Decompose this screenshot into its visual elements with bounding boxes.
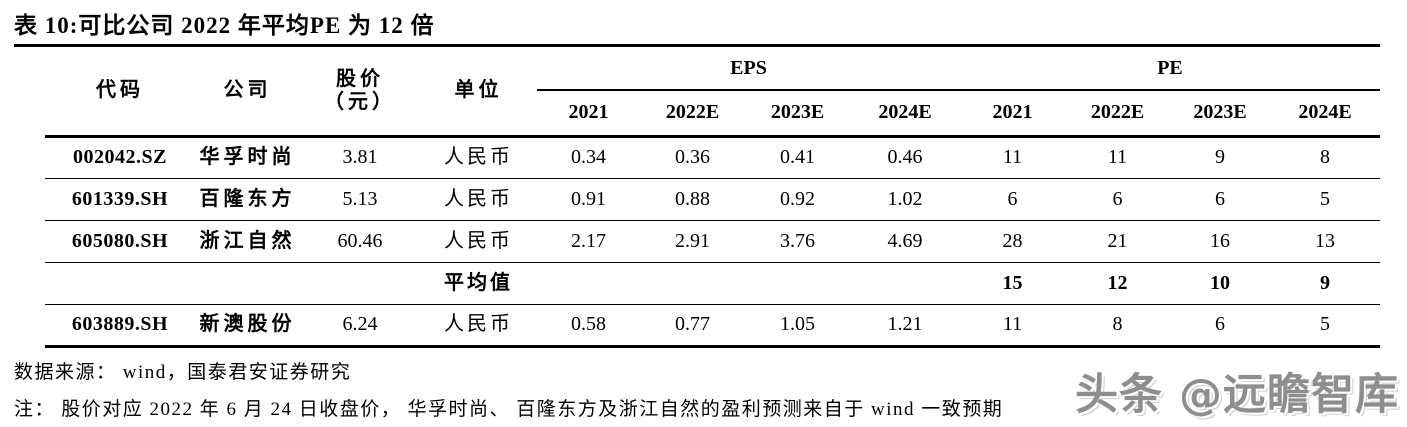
cell-company: 浙江自然 (195, 220, 300, 263)
col-header-company: 公司 (195, 47, 300, 138)
cell-unit: 人民币 (420, 136, 537, 179)
cell-company: 华孚时尚 (195, 136, 300, 179)
cell-eps-2023e: 1.05 (745, 304, 850, 348)
cell-eps-2021: 0.91 (537, 178, 640, 221)
col-header-pe-2022e: 2022E (1065, 90, 1170, 138)
cell-eps-2023e: 0.92 (745, 178, 850, 221)
col-header-price-line1: 股价 (336, 67, 384, 90)
cell-price: 5.13 (300, 178, 420, 221)
col-header-pe-2021: 2021 (960, 90, 1065, 138)
col-header-eps-2024e: 2024E (850, 90, 960, 138)
cell-pe-2024e: 5 (1270, 304, 1380, 348)
watermark: 头条 @远瞻智库 (1075, 370, 1399, 420)
cell-code: 603889.SH (45, 304, 195, 348)
cell-eps-2023e: 0.41 (745, 136, 850, 179)
cell-eps-2024e: 1.21 (850, 304, 960, 348)
cell-pe-2023e: 9 (1170, 136, 1270, 179)
col-header-price: 股价 （元） (300, 47, 420, 138)
cell-price: 6.24 (300, 304, 420, 348)
cell-eps-2022e (640, 262, 745, 305)
cell-pe-2022e: 21 (1065, 220, 1170, 263)
cell-code: 601339.SH (45, 178, 195, 221)
cell-pe-2024e: 9 (1270, 262, 1380, 305)
cell-price: 60.46 (300, 220, 420, 263)
cell-price: 3.81 (300, 136, 420, 179)
col-header-eps-2023e: 2023E (745, 90, 850, 138)
table-header-group-row: 代码 公司 股价 （元） 单位 EPS PE (45, 47, 1380, 138)
table-row-zhejiang: 605080.SH 浙江自然 60.46 人民币 2.17 2.91 3.76 … (45, 220, 1380, 263)
cell-price (300, 262, 420, 305)
cell-pe-2021: 11 (960, 136, 1065, 179)
cell-code (45, 262, 195, 305)
cell-eps-2021: 0.58 (537, 304, 640, 348)
col-header-unit: 单位 (420, 47, 537, 138)
cell-unit: 人民币 (420, 304, 537, 348)
cell-eps-2023e: 3.76 (745, 220, 850, 263)
cell-company: 新澳股份 (195, 304, 300, 348)
cell-pe-2021: 11 (960, 304, 1065, 348)
cell-eps-2022e: 0.88 (640, 178, 745, 221)
cell-pe-2022e: 11 (1065, 136, 1170, 179)
table-header-years-row: 2021 2022E 2023E 2024E 2021 2022E 2023E … (45, 90, 1380, 138)
title-underline-rule (14, 44, 1380, 47)
cell-pe-2023e: 6 (1170, 178, 1270, 221)
table-row-huafu: 002042.SZ 华孚时尚 3.81 人民币 0.34 0.36 0.41 0… (45, 136, 1380, 179)
cell-pe-2023e: 16 (1170, 220, 1270, 263)
cell-unit: 人民币 (420, 220, 537, 263)
cell-pe-2022e: 6 (1065, 178, 1170, 221)
col-header-pe-2023e: 2023E (1170, 90, 1270, 138)
col-header-pe-2024e: 2024E (1270, 90, 1380, 138)
cell-pe-2023e: 10 (1170, 262, 1270, 305)
comparable-companies-table: 代码 公司 股价 （元） 单位 EPS PE 2021 2022E 2023E … (45, 47, 1380, 348)
cell-pe-2024e: 13 (1270, 220, 1380, 263)
cell-eps-2024e: 0.46 (850, 136, 960, 179)
cell-eps-2022e: 0.36 (640, 136, 745, 179)
cell-company (195, 262, 300, 305)
col-header-eps-2022e: 2022E (640, 90, 745, 138)
table-row-average: 平均值 15 12 10 9 (45, 262, 1380, 305)
cell-average-label: 平均值 (420, 262, 537, 305)
cell-pe-2021: 15 (960, 262, 1065, 305)
cell-pe-2022e: 8 (1065, 304, 1170, 348)
cell-eps-2022e: 0.77 (640, 304, 745, 348)
cell-pe-2023e: 6 (1170, 304, 1270, 348)
footnote: 注： 股价对应 2022 年 6 月 24 日收盘价， 华孚时尚、 百隆东方及浙… (14, 399, 1004, 420)
col-header-code: 代码 (45, 47, 195, 138)
cell-code: 002042.SZ (45, 136, 195, 179)
cell-pe-2024e: 8 (1270, 136, 1380, 179)
cell-pe-2021: 6 (960, 178, 1065, 221)
page-title: 表 10:可比公司 2022 年平均PE 为 12 倍 (14, 13, 435, 38)
cell-eps-2021: 0.34 (537, 136, 640, 179)
cell-eps-2024e (850, 262, 960, 305)
col-header-price-line2: （元） (324, 90, 396, 113)
col-group-eps: EPS (537, 47, 960, 91)
cell-pe-2022e: 12 (1065, 262, 1170, 305)
cell-eps-2024e: 4.69 (850, 220, 960, 263)
cell-pe-2024e: 5 (1270, 178, 1380, 221)
cell-eps-2021 (537, 262, 640, 305)
cell-eps-2022e: 2.91 (640, 220, 745, 263)
cell-pe-2021: 28 (960, 220, 1065, 263)
col-header-eps-2021: 2021 (537, 90, 640, 138)
table-row-xinao: 603889.SH 新澳股份 6.24 人民币 0.58 0.77 1.05 1… (45, 304, 1380, 348)
table-row-bailong: 601339.SH 百隆东方 5.13 人民币 0.91 0.88 0.92 1… (45, 178, 1380, 221)
cell-company: 百隆东方 (195, 178, 300, 221)
cell-eps-2024e: 1.02 (850, 178, 960, 221)
col-group-pe: PE (960, 47, 1380, 91)
data-source-note: 数据来源： wind，国泰君安证券研究 (14, 362, 352, 383)
cell-code: 605080.SH (45, 220, 195, 263)
cell-unit: 人民币 (420, 178, 537, 221)
cell-eps-2021: 2.17 (537, 220, 640, 263)
cell-eps-2023e (745, 262, 850, 305)
